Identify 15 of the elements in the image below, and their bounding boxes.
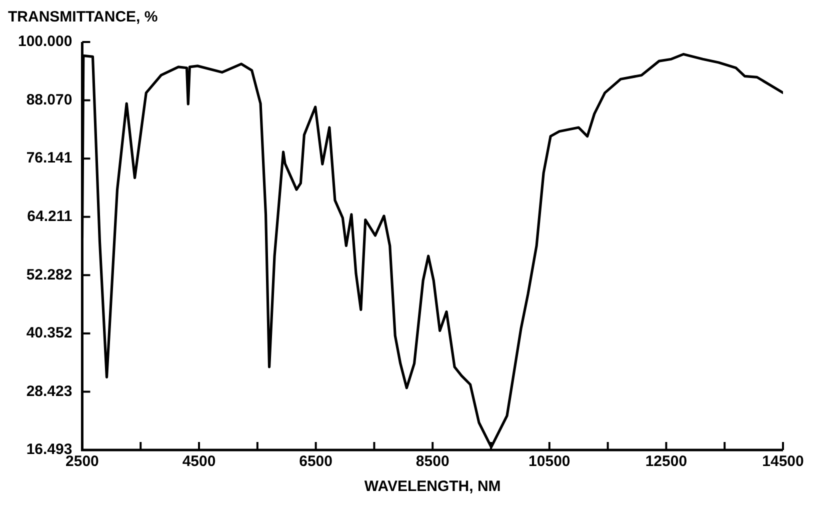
x-tick-label: 4500 bbox=[182, 453, 216, 470]
x-tick-label: 10500 bbox=[528, 453, 570, 470]
x-axis-title: WAVELENGTH, NM bbox=[364, 478, 501, 496]
y-axis-title: TRANSMITTANCE, % bbox=[8, 8, 158, 26]
y-tick-label: 76.141 bbox=[26, 150, 72, 167]
x-tick-label: 12500 bbox=[645, 453, 688, 470]
y-tick-label: 64.211 bbox=[27, 208, 72, 225]
y-tick-label: 40.352 bbox=[26, 324, 72, 342]
x-tick-label: 8500 bbox=[416, 453, 450, 470]
y-tick-label: 28.423 bbox=[26, 382, 72, 400]
x-tick-label: 6500 bbox=[299, 453, 332, 470]
x-tick-label: 14500 bbox=[762, 453, 804, 470]
y-tick-label: 100.000 bbox=[18, 33, 72, 50]
y-tick-label: 52.282 bbox=[26, 266, 72, 284]
y-tick-label: 88.070 bbox=[26, 91, 72, 108]
